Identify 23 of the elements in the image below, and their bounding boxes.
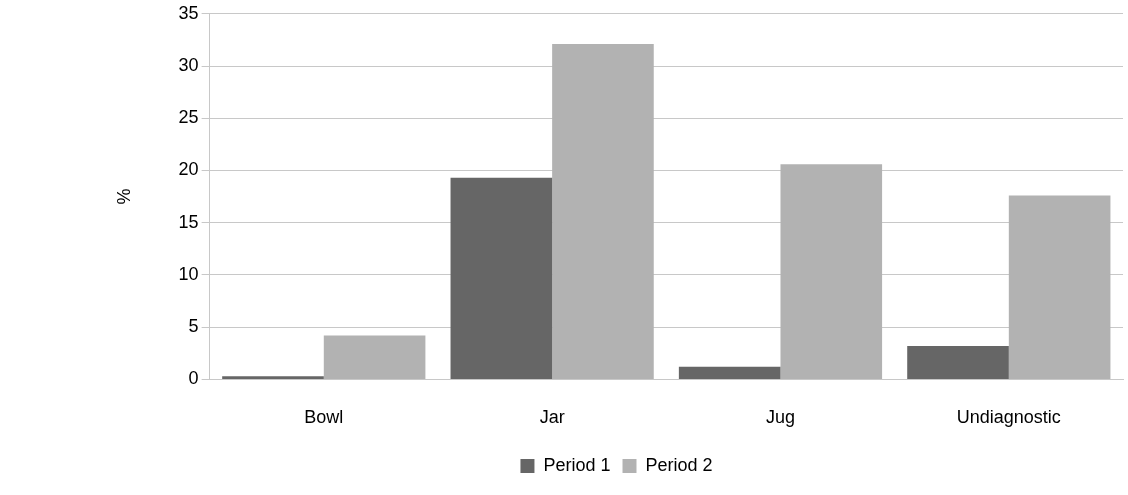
x-tick-label: Undiagnostic [956,407,1061,428]
bar [552,44,654,379]
bar [780,164,883,379]
y-tick-label: 35 [178,2,199,23]
y-tick-label: 0 [188,368,199,389]
x-tick-label: Jug [765,407,795,428]
bar [450,177,553,379]
y-axis-title: % [113,188,134,205]
legend-label: Period 2 [645,454,713,475]
bar [1008,195,1111,379]
bar [222,376,324,379]
x-tick-label: Jar [539,407,565,428]
bar [907,345,1009,379]
y-tick-label: 20 [178,159,199,180]
bar [323,335,426,379]
y-tick-label: 15 [178,211,199,232]
bar [678,366,781,379]
legend-label: Period 1 [543,454,611,475]
x-tick-label: Bowl [304,407,344,428]
y-tick-label: 10 [178,263,199,284]
y-tick-label: 25 [178,107,199,128]
y-tick-label: 5 [188,316,199,337]
y-tick-label: 30 [178,55,199,75]
